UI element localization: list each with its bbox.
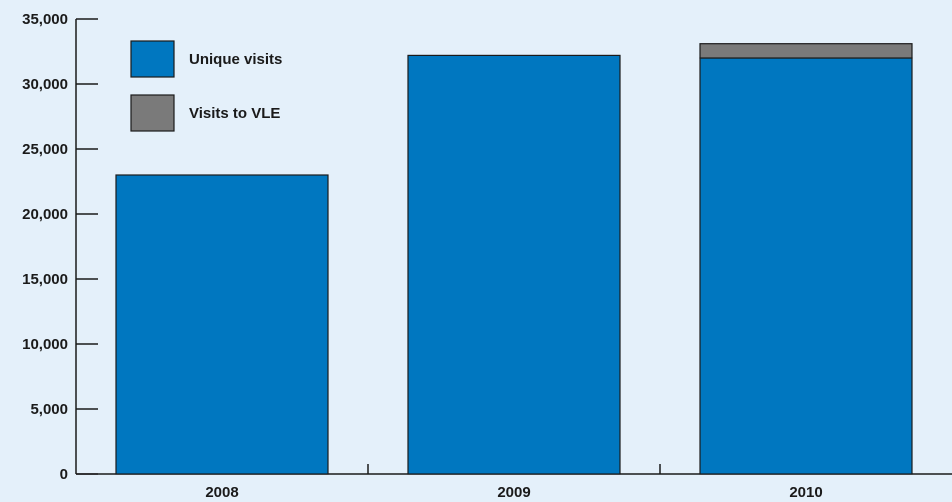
bar-unique-visits-2008 bbox=[115, 174, 329, 475]
bar-visits-to-vle-2010 bbox=[699, 43, 913, 59]
bar-unique-visits-2009 bbox=[407, 54, 621, 475]
x-tick-label: 2010 bbox=[789, 484, 822, 501]
y-axis: 0 5,000 10,000 15,000 20,000 25,000 30,000 35,0… bbox=[22, 11, 98, 483]
y-tick-label: 30,000 bbox=[22, 76, 68, 93]
bars bbox=[115, 43, 913, 475]
y-tick-label: 35,000 bbox=[22, 11, 68, 28]
bar-unique-visits-2010 bbox=[699, 57, 913, 475]
y-tick-label: 5,000 bbox=[30, 401, 68, 418]
legend-swatch bbox=[130, 94, 175, 132]
y-tick-label: 25,000 bbox=[22, 141, 68, 158]
legend-swatch bbox=[130, 40, 175, 78]
x-tick-label: 2008 bbox=[205, 484, 238, 501]
legend-label: Unique visits bbox=[189, 51, 282, 68]
y-tick-label: 15,000 bbox=[22, 271, 68, 288]
y-tick-label: 10,000 bbox=[22, 336, 68, 353]
x-tick-label: 2009 bbox=[497, 484, 530, 501]
y-tick-label: 0 bbox=[60, 466, 68, 483]
y-tick-label: 20,000 bbox=[22, 206, 68, 223]
legend: Unique visits Visits to VLE bbox=[130, 40, 282, 132]
legend-label: Visits to VLE bbox=[189, 105, 280, 122]
